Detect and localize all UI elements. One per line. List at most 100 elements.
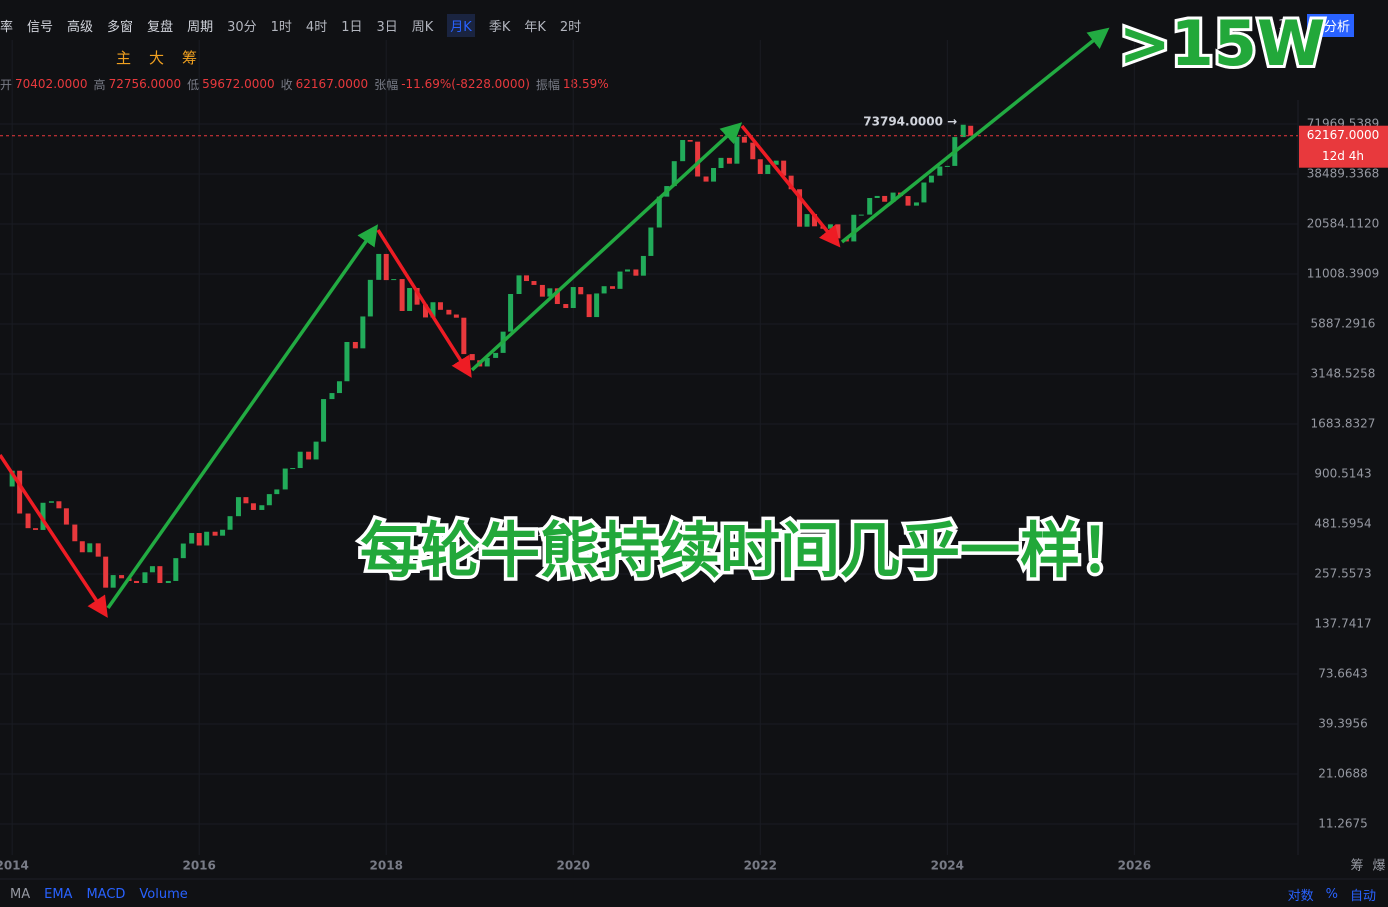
candle-body <box>196 533 202 546</box>
y-tick-label: 11008.3909 <box>1307 266 1380 280</box>
indicator[interactable]: EMA <box>44 886 73 902</box>
candle-body <box>493 352 499 358</box>
candle-body <box>890 192 896 202</box>
period-tab[interactable]: 季K <box>488 19 511 35</box>
candle-body <box>165 580 171 584</box>
candle-body <box>734 136 740 164</box>
indicator[interactable]: Volume <box>139 886 188 902</box>
y-tick-label: 11.2675 <box>1318 816 1368 830</box>
candle-body <box>134 580 140 584</box>
period-tab[interactable]: 率 <box>0 19 14 35</box>
period-tab[interactable]: 3日 <box>376 19 398 35</box>
candle-body <box>944 165 950 167</box>
candle-body <box>110 575 116 588</box>
high-marker: 73794.0000 → <box>863 115 957 129</box>
candle-body <box>624 269 630 272</box>
candle-body <box>282 468 288 490</box>
bull-arrow <box>840 27 1110 244</box>
candle-body <box>594 293 600 318</box>
candle-body <box>17 470 23 514</box>
y-tick-label: 21.0688 <box>1318 766 1368 780</box>
candle-body <box>40 502 46 530</box>
period-tab[interactable]: 4时 <box>305 19 328 35</box>
ohlc-value: -11.69%(-8228.0000) <box>401 77 530 91</box>
candle-body <box>376 253 382 280</box>
tool-button[interactable]: 线分析 <box>1306 13 1354 37</box>
candle-body <box>422 304 428 318</box>
candle-body <box>453 314 459 318</box>
candle-body <box>726 157 732 164</box>
candle-body <box>711 167 717 182</box>
x-tick-label: 2024 <box>931 859 964 873</box>
candle-body <box>578 287 584 295</box>
candle-body <box>874 195 880 199</box>
candle-body <box>781 160 787 176</box>
candle-body <box>539 284 545 297</box>
period-tab[interactable]: 2时 <box>559 19 582 35</box>
x-tick-label: 2014 <box>0 859 29 873</box>
period-tab[interactable]: 复盘 <box>147 19 174 35</box>
annotation: 每轮牛熊持续时间几乎一样！ <box>360 517 1140 587</box>
candle-body <box>103 556 109 588</box>
period-tab[interactable]: 多窗 <box>107 19 134 35</box>
period-tab[interactable]: 高级 <box>67 19 94 35</box>
draw-tools: 主大筹 <box>116 48 215 67</box>
target-label: >15W <box>1119 7 1326 80</box>
y-tick-label: 257.5573 <box>1314 566 1371 580</box>
period-tab[interactable]: 1时 <box>270 19 292 35</box>
candle-body <box>344 341 350 382</box>
candle-body <box>570 287 576 309</box>
candle-body <box>563 304 569 309</box>
period-tab[interactable]: 月K <box>447 13 475 37</box>
candle-body <box>157 566 163 584</box>
period-tab[interactable]: 周K <box>411 19 434 35</box>
period-tab[interactable]: 1日 <box>341 19 363 35</box>
period-tab[interactable]: 30分 <box>227 19 257 35</box>
candle-body <box>63 508 69 525</box>
tool-icon[interactable]: 筹 <box>182 48 198 67</box>
candle-body <box>180 543 186 559</box>
y-tick-label: 73.6643 <box>1318 666 1368 680</box>
candle-body <box>882 195 888 202</box>
scale-option[interactable]: % <box>1325 886 1338 902</box>
candle-body <box>79 541 85 553</box>
candle-body <box>259 505 265 510</box>
candle-body <box>913 202 919 206</box>
last-price-label: 62167.0000 <box>1307 128 1380 142</box>
candle-body <box>250 503 256 510</box>
candle-body <box>95 543 101 557</box>
candle-body <box>960 124 966 138</box>
candle-body <box>407 287 413 311</box>
bear-arrow <box>0 454 108 618</box>
candle-body <box>119 575 125 579</box>
candle-body <box>617 271 623 289</box>
candle-body <box>547 288 553 297</box>
period-tab[interactable]: 信号 <box>27 19 54 35</box>
y-tick-label: 137.7417 <box>1314 616 1371 630</box>
candle-body <box>367 279 373 317</box>
indicator[interactable]: MACD <box>86 886 126 902</box>
tool-icon[interactable]: 主 <box>116 48 132 67</box>
candle-body <box>48 501 54 503</box>
bear-arrow <box>376 229 472 378</box>
candle-body <box>937 166 943 176</box>
bull-arrow <box>106 224 379 610</box>
x-tick-label: 2016 <box>182 859 215 873</box>
candle-body <box>87 543 93 553</box>
candle-body <box>243 497 249 504</box>
candle-body <box>851 214 857 242</box>
candle-body <box>414 287 420 305</box>
candle-body <box>430 302 436 318</box>
period-tab[interactable]: 年K <box>524 19 546 35</box>
period-tab[interactable]: 周期 <box>187 19 214 35</box>
ohlc-label: 收 <box>280 77 293 92</box>
candle-body <box>671 161 677 187</box>
y-tick-label: 900.5143 <box>1314 466 1371 480</box>
candle-body <box>266 494 272 506</box>
tool-icon[interactable]: 大 <box>149 48 165 67</box>
indicator[interactable]: MA <box>10 886 31 902</box>
scale-option[interactable]: 对数 <box>1287 888 1314 904</box>
tool-button[interactable]: 1s <box>1277 17 1293 33</box>
scale-option[interactable]: 自动 <box>1349 888 1376 904</box>
